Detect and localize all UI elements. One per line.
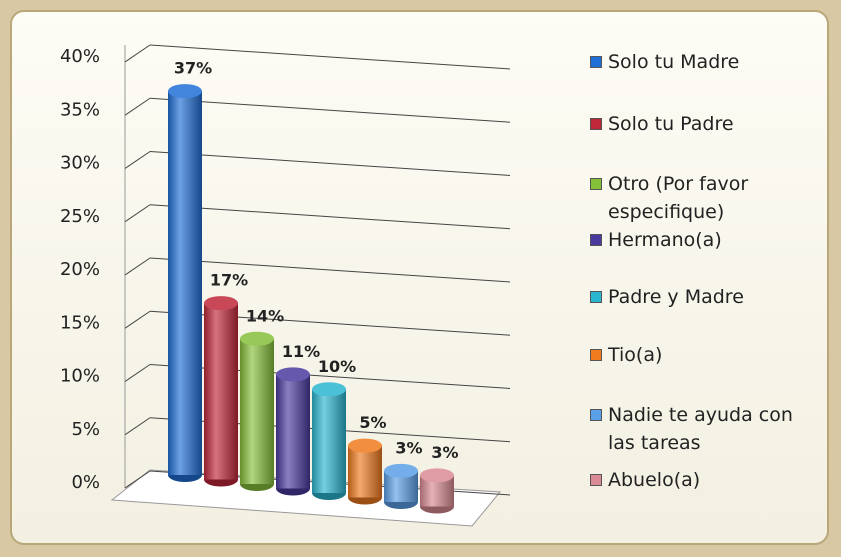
y-tick-label: 30% xyxy=(60,153,100,174)
y-tick-label: 10% xyxy=(60,366,100,387)
bar xyxy=(348,445,382,498)
legend-swatch xyxy=(590,409,602,421)
grid-line xyxy=(149,151,511,176)
grid-line xyxy=(124,204,151,223)
legend-label: Solo tu Padre xyxy=(608,113,734,135)
legend-swatch xyxy=(590,291,602,303)
legend-label: Hermano(a) xyxy=(608,229,722,251)
grid-line xyxy=(149,97,511,123)
legend-label: Padre y Madre xyxy=(608,286,744,308)
legend-swatch xyxy=(590,118,602,130)
bar-top xyxy=(240,331,274,346)
legend-label: Nadie te ayuda con las tareas xyxy=(608,404,793,454)
bar-top xyxy=(348,438,382,453)
legend-swatch xyxy=(590,178,602,190)
value-label: 14% xyxy=(246,306,284,325)
chart-panel xyxy=(10,10,829,545)
grid-line xyxy=(124,417,151,436)
legend-item: Solo tu Madre xyxy=(590,48,825,76)
value-label: 37% xyxy=(174,59,212,78)
legend-item: Otro (Por favor especifique) xyxy=(590,170,825,226)
value-label: 11% xyxy=(282,342,320,361)
legend-swatch xyxy=(590,349,602,361)
grid-line xyxy=(124,364,151,382)
bar-top xyxy=(276,367,310,382)
value-label: 3% xyxy=(431,443,458,462)
legend-label: Solo tu Madre xyxy=(608,51,740,73)
legend-swatch xyxy=(590,234,602,246)
grid-line xyxy=(149,44,511,70)
legend-item: Solo tu Padre xyxy=(590,110,825,138)
value-label: 17% xyxy=(210,271,248,290)
y-tick-label: 40% xyxy=(60,46,100,67)
y-tick-label: 35% xyxy=(60,99,100,120)
bar-top xyxy=(420,468,454,483)
legend-label: Tio(a) xyxy=(608,344,663,366)
legend-item: Nadie te ayuda con las tareas xyxy=(590,401,825,457)
y-tick-label: 0% xyxy=(71,472,100,493)
y-tick-label: 15% xyxy=(60,312,100,333)
y-tick-label: 20% xyxy=(60,259,100,280)
grid-line xyxy=(149,257,511,283)
legend-swatch xyxy=(590,474,602,486)
bar-top xyxy=(204,296,238,311)
bar-top xyxy=(168,84,202,99)
grid-line xyxy=(124,257,151,276)
legend-label: Abuelo(a) xyxy=(608,469,701,491)
bar xyxy=(240,338,274,484)
bar xyxy=(312,389,346,493)
y-tick-label: 25% xyxy=(60,206,100,227)
grid-line xyxy=(124,151,151,169)
bar-top xyxy=(384,463,418,478)
value-label: 3% xyxy=(395,438,422,457)
legend-label: Otro (Por favor especifique) xyxy=(608,173,749,223)
legend-swatch xyxy=(590,56,602,68)
grid-line xyxy=(124,97,151,116)
bar-top xyxy=(312,382,346,397)
value-label: 10% xyxy=(318,357,356,376)
grid-line xyxy=(124,310,151,329)
bar xyxy=(204,303,238,480)
grid-line xyxy=(124,470,151,489)
value-label: 5% xyxy=(359,413,386,432)
legend-item: Padre y Madre xyxy=(590,283,825,311)
grid-line xyxy=(124,44,151,63)
legend-item: Tio(a) xyxy=(590,341,825,369)
legend-item: Hermano(a) xyxy=(590,226,825,254)
grid-line xyxy=(149,204,511,230)
bar xyxy=(276,374,310,489)
legend-item: Abuelo(a) xyxy=(590,466,825,494)
bar xyxy=(168,91,202,475)
y-tick-label: 5% xyxy=(71,419,100,440)
